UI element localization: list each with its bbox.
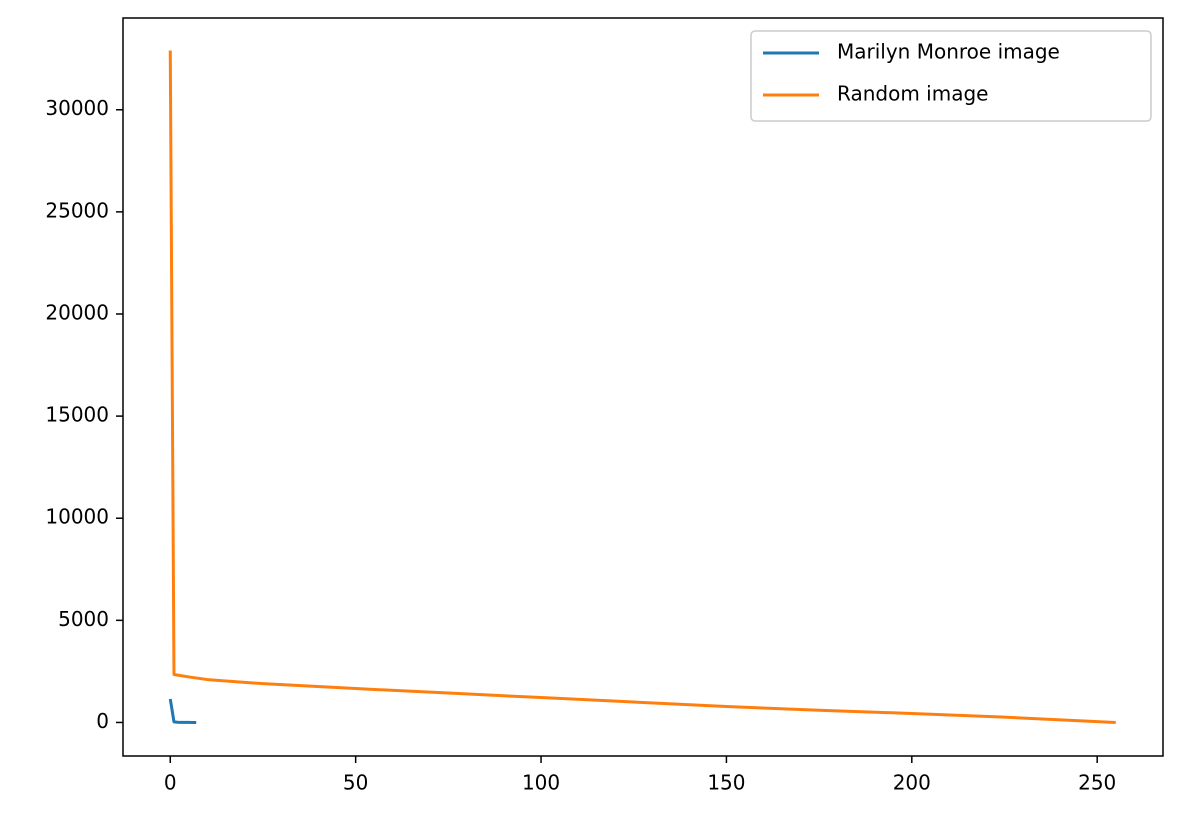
plot-frame (122, 17, 1164, 757)
x-tick-label: 200 (893, 771, 931, 795)
y-tick-label: 25000 (45, 198, 109, 222)
y-tick-label: 0 (96, 709, 109, 733)
y-tick-label: 10000 (45, 505, 109, 529)
x-tick-label: 50 (343, 771, 368, 795)
x-tick-label: 150 (707, 771, 745, 795)
line (168, 50, 1116, 724)
legend-box (750, 30, 1152, 122)
y-tick-label: 30000 (45, 96, 109, 120)
y-tick-label: 15000 (45, 403, 109, 427)
line (168, 698, 197, 724)
x-tick-label: 250 (1078, 771, 1116, 795)
x-tick-label: 0 (164, 771, 177, 795)
legend-label: Random image (837, 82, 988, 106)
y-tick-label: 5000 (58, 607, 109, 631)
x-tick-label: 100 (522, 771, 560, 795)
legend-label: Marilyn Monroe image (837, 40, 1060, 64)
y-tick-label: 20000 (45, 300, 109, 324)
